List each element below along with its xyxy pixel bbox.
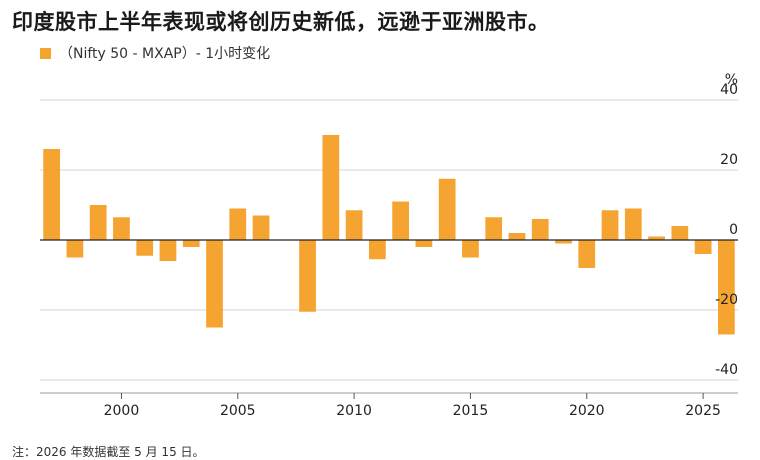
bar-1998 (66, 240, 84, 258)
bar-2021 (601, 210, 619, 240)
x-tick-label: 2025 (685, 403, 721, 419)
bar-2004 (206, 240, 223, 328)
bar-2018 (531, 219, 549, 240)
x-tick-label: 2000 (104, 403, 140, 419)
bar-2009 (322, 135, 340, 240)
x-tick-label: 2005 (220, 403, 256, 419)
legend: （Nifty 50 - MXAP）- 1小时变化 (40, 43, 270, 63)
x-tick-labels: 2000 2005 2010 2015 2020 2025 (40, 392, 738, 419)
y-tick-label: 20 (720, 152, 738, 168)
bar-1999 (89, 205, 107, 240)
chart-title: 印度股市上半年表现或将创历史新低，远逊于亚洲股市。 (12, 10, 550, 34)
bar-2023 (648, 236, 665, 240)
bar-2020 (578, 240, 596, 268)
y-tick-label: -40 (715, 362, 738, 378)
bar-2010 (345, 210, 363, 240)
bar-1997 (43, 149, 61, 240)
legend-swatch (40, 48, 51, 59)
gridlines (40, 99, 738, 381)
bar-2025 (694, 240, 712, 254)
bar-2001 (136, 240, 154, 256)
y-tick-labels: 40 20 0 -20 -40 (715, 82, 738, 378)
bar-2019 (555, 240, 572, 244)
x-tick-label: 2020 (569, 403, 605, 419)
y-tick-label: 40 (720, 82, 738, 98)
x-tick-label: 2010 (336, 403, 372, 419)
bar-2012 (392, 201, 410, 240)
bar-2015 (462, 240, 479, 258)
bar-2016 (485, 217, 503, 240)
bar-2017 (508, 233, 526, 240)
y-tick-label: 0 (729, 222, 738, 238)
bar-2022 (624, 208, 642, 240)
bar-2005 (229, 208, 247, 240)
bar-2002 (159, 240, 177, 261)
legend-label: （Nifty 50 - MXAP）- 1小时变化 (59, 46, 271, 62)
y-axis-unit: % (725, 72, 738, 88)
bar-2026 (717, 240, 735, 335)
bar-2013 (415, 240, 433, 247)
y-tick-label: -20 (715, 292, 738, 308)
bar-2024 (671, 226, 689, 240)
footnote: 注：2026 年数据截至 5 月 15 日。 (12, 445, 205, 459)
bar-2000 (113, 217, 130, 240)
bar-2011 (368, 240, 386, 260)
x-tick-label: 2015 (453, 403, 489, 419)
bar-2003 (182, 240, 200, 247)
bar-2006 (252, 215, 270, 240)
bars (43, 135, 735, 335)
bar-2014 (438, 178, 456, 240)
bar-2008 (299, 240, 316, 312)
